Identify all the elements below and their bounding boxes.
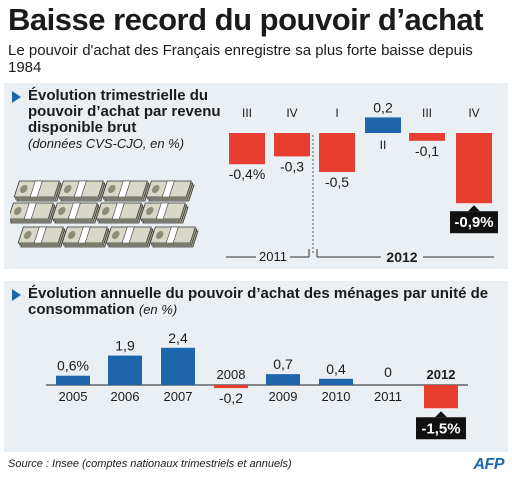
banknote-bundle	[105, 226, 155, 248]
highlight-label-box	[450, 211, 498, 234]
value-label-q1: -0,3	[280, 158, 304, 174]
category-label-y0: 2005	[59, 389, 88, 404]
banknote-bundle	[145, 180, 195, 202]
bar-q0	[229, 133, 265, 165]
page-title: Baisse record du pouvoir d’achat	[8, 2, 483, 37]
annual-bar-chart: 2005 0,6% 2006 1,9 2007 2,4 2008 -0,2 2009 0,7 201…	[46, 330, 468, 440]
category-label-y2: 2007	[164, 389, 193, 404]
banknote-bundle	[57, 180, 107, 202]
group-label-2012: 2012	[386, 249, 417, 265]
value-label-y6: 0	[384, 364, 392, 380]
category-label-y6: 2011	[374, 389, 402, 404]
banknote-bundle	[13, 180, 63, 202]
annual-title-text: Évolution annuelle du pouvoir d’achat de…	[28, 285, 489, 318]
value-label-y7: -1,5%	[421, 420, 460, 437]
annual-panel: Évolution annuelle du pouvoir d’achat de…	[4, 281, 508, 452]
category-label-q4: III	[422, 106, 432, 120]
quarterly-note: (données CVS-CJO, en %)	[28, 136, 185, 151]
quarterly-chart-title: Évolution trimestrielle du pouvoir d’ach…	[28, 88, 238, 152]
value-label-q3: 0,2	[373, 99, 393, 115]
category-label-q5: IV	[468, 106, 479, 120]
bar-y1	[108, 355, 142, 385]
bar-q2	[319, 133, 355, 172]
bar-y7	[424, 385, 458, 409]
category-label-y3: 2008	[217, 367, 246, 382]
category-label-q2: I	[335, 106, 338, 120]
triangle-right-icon	[12, 91, 21, 103]
bar-y3	[214, 385, 248, 389]
category-label-y7: 2012	[427, 367, 456, 382]
banknote-bundle	[61, 226, 111, 248]
banknote-bundle	[51, 202, 101, 224]
annual-chart-title: Évolution annuelle du pouvoir d’achat de…	[28, 286, 498, 318]
banknote-bundle	[101, 180, 151, 202]
banknote-bundle	[149, 226, 199, 248]
bar-q1	[274, 133, 310, 157]
banknote-bundle	[10, 202, 57, 224]
afp-logo: AFP	[473, 456, 505, 473]
value-label-q5: -0,9%	[454, 214, 493, 231]
category-label-y5: 2010	[322, 389, 351, 404]
category-label-y1: 2006	[111, 389, 140, 404]
value-label-q4: -0,1	[415, 143, 439, 159]
value-label-y0: 0,6%	[57, 358, 89, 374]
value-label-y4: 0,7	[273, 356, 293, 372]
banknote-bundle	[95, 202, 145, 224]
category-label-q3: II	[380, 138, 387, 152]
value-label-q0: -0,4%	[229, 166, 266, 182]
quarterly-bar-chart: III -0,4% IV -0,3 I -0,5 II 0,2 III -0,1 IV -0,9% 20…	[226, 99, 498, 265]
value-label-q2: -0,5	[325, 174, 349, 190]
bar-q3	[365, 117, 401, 133]
page-subtitle: Le pouvoir d'achat des Français enregist…	[8, 42, 473, 76]
value-label-y3: -0,2	[219, 390, 243, 406]
banknote-bundle	[139, 202, 189, 224]
highlight-pointer	[468, 205, 480, 212]
highlight-pointer	[435, 411, 447, 418]
value-label-y5: 0,4	[326, 361, 346, 377]
quarterly-panel: Évolution trimestrielle du pouvoir d’ach…	[4, 83, 508, 269]
annual-note: (en %)	[138, 302, 178, 317]
category-label-q0: III	[242, 106, 252, 120]
category-label-y4: 2009	[269, 389, 298, 404]
quarterly-title-text: Évolution trimestrielle du pouvoir d’ach…	[28, 87, 221, 136]
bar-q5	[456, 133, 492, 204]
value-label-y2: 2,4	[168, 330, 188, 346]
group-label-2011: 2011	[259, 249, 287, 264]
bar-y5	[319, 378, 353, 385]
source-note: Source : Insee (comptes nationaux trimes…	[8, 458, 292, 470]
triangle-right-icon	[12, 289, 21, 301]
category-label-q1: IV	[286, 106, 297, 120]
bar-q4	[409, 133, 445, 141]
value-label-y1: 1,9	[115, 338, 135, 354]
banknote-bundle	[17, 226, 67, 248]
bar-y0	[56, 375, 90, 385]
bar-y2	[161, 347, 195, 385]
bar-y4	[266, 374, 300, 385]
highlight-label-box	[416, 417, 466, 440]
banknote-stack-icon	[10, 180, 199, 248]
